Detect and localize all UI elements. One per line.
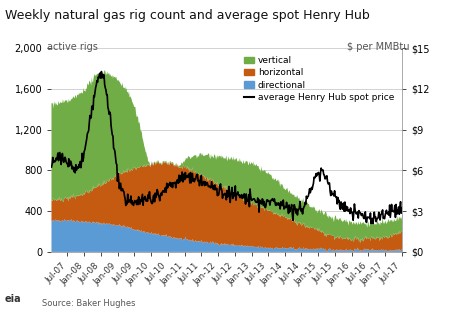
Text: eia: eia <box>5 294 22 304</box>
Text: Weekly natural gas rig count and average spot Henry Hub: Weekly natural gas rig count and average… <box>5 9 369 22</box>
Legend: vertical, horizontal, directional, average Henry Hub spot price: vertical, horizontal, directional, avera… <box>240 53 398 105</box>
Text: $ per MMBtu: $ per MMBtu <box>347 42 410 52</box>
Text: Source: Baker Hughes: Source: Baker Hughes <box>42 299 136 308</box>
Text: active rigs: active rigs <box>47 42 98 52</box>
